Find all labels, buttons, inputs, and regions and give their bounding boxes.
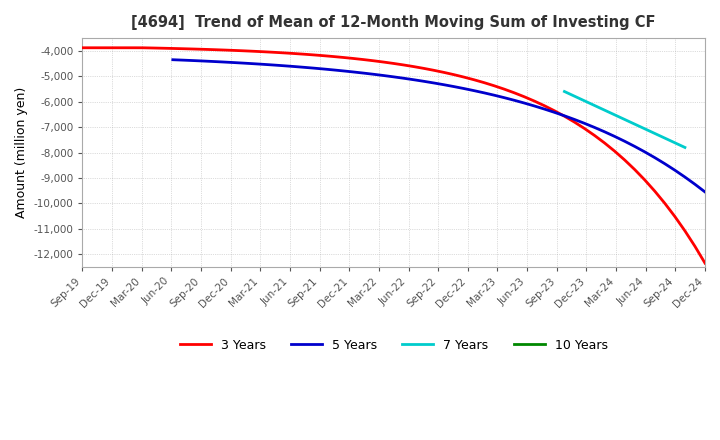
Legend: 3 Years, 5 Years, 7 Years, 10 Years: 3 Years, 5 Years, 7 Years, 10 Years xyxy=(175,334,613,357)
Title: [4694]  Trend of Mean of 12-Month Moving Sum of Investing CF: [4694] Trend of Mean of 12-Month Moving … xyxy=(132,15,656,30)
Y-axis label: Amount (million yen): Amount (million yen) xyxy=(15,87,28,218)
